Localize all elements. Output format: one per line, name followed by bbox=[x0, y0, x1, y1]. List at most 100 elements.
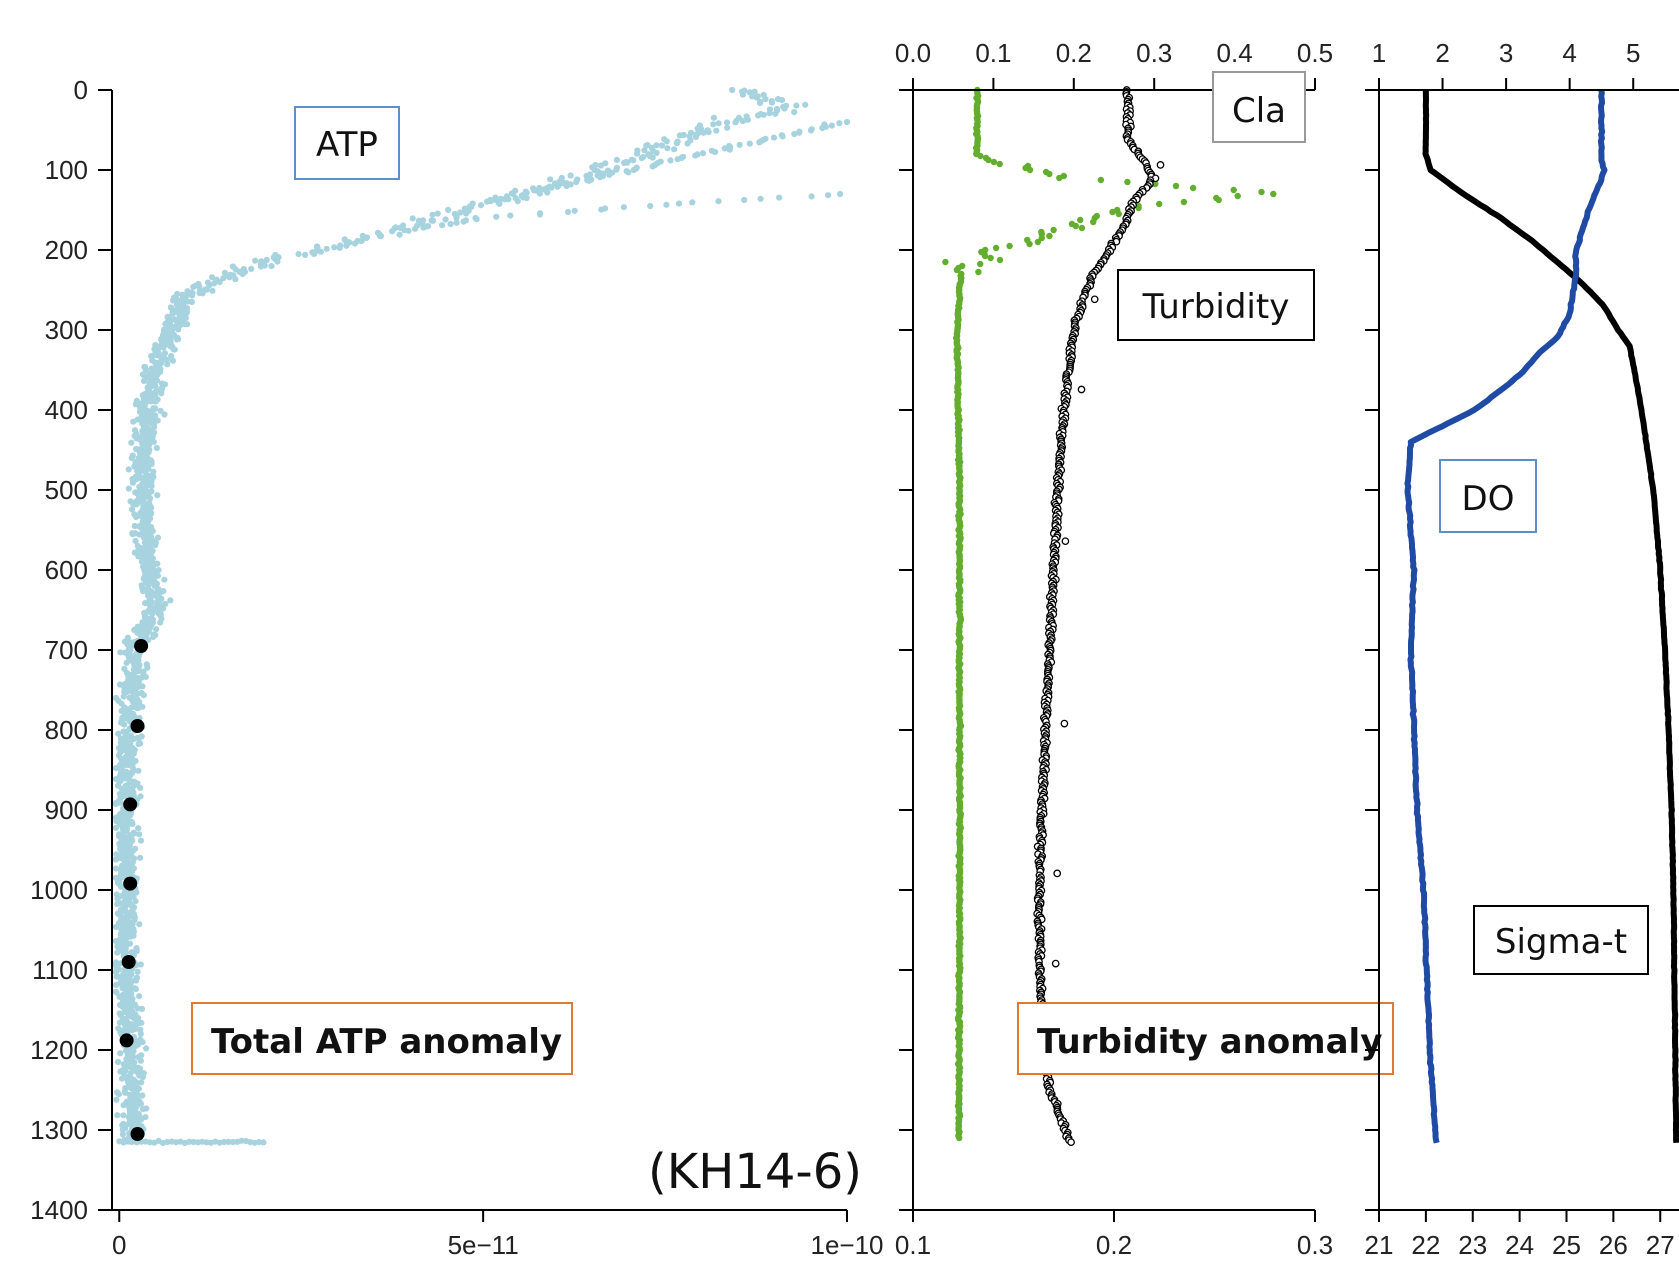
atp-point bbox=[151, 423, 158, 430]
y-tick-label: 200 bbox=[45, 235, 88, 265]
atp-point bbox=[653, 149, 660, 156]
atp-point bbox=[274, 258, 281, 265]
atp-point bbox=[713, 127, 720, 134]
atp-point bbox=[796, 129, 803, 136]
atp-point bbox=[462, 210, 470, 217]
do-panel-y-ticks bbox=[1365, 89, 1379, 1211]
atp-point bbox=[598, 206, 605, 213]
atp-point bbox=[311, 250, 318, 257]
atp-point bbox=[117, 649, 124, 656]
atp-point bbox=[664, 145, 671, 152]
atp-point bbox=[135, 825, 142, 832]
cla-point bbox=[1026, 166, 1034, 174]
atp-point bbox=[168, 352, 175, 360]
atp-point bbox=[445, 206, 452, 213]
atp-point bbox=[341, 236, 348, 243]
y-tick-label: 1200 bbox=[30, 1035, 88, 1065]
atp-point bbox=[439, 222, 446, 229]
atp-point bbox=[766, 110, 773, 117]
atp-point bbox=[732, 119, 739, 126]
atp-point bbox=[140, 378, 148, 385]
atp-point bbox=[117, 1050, 124, 1057]
atp-point bbox=[473, 216, 480, 223]
y-tick-label: 1400 bbox=[30, 1195, 88, 1225]
atp-point bbox=[152, 398, 159, 405]
atp-point bbox=[118, 1075, 126, 1082]
atp-point bbox=[120, 1102, 127, 1109]
atp-point bbox=[129, 820, 136, 828]
atp-point bbox=[120, 693, 127, 700]
atp-point bbox=[148, 488, 155, 495]
turbidity-point bbox=[1156, 161, 1165, 169]
atp-x-ticks: 0 5e−11 1e−10 bbox=[112, 1210, 884, 1260]
atp-point bbox=[630, 166, 637, 174]
atp-point bbox=[125, 1012, 132, 1019]
atp-point bbox=[536, 190, 544, 197]
atp-point bbox=[161, 576, 168, 583]
atp-point bbox=[153, 444, 160, 452]
atp-point bbox=[649, 154, 656, 161]
atp-point bbox=[128, 506, 136, 513]
atp-point bbox=[295, 251, 302, 258]
atp-anomaly-point bbox=[121, 955, 136, 969]
atp-point bbox=[613, 156, 621, 163]
cla-point bbox=[1050, 226, 1057, 234]
sigma-t-line bbox=[1422, 89, 1679, 1143]
atp-point bbox=[137, 961, 144, 968]
atp-point bbox=[137, 784, 144, 792]
atp-point bbox=[412, 225, 419, 232]
atp-point bbox=[492, 194, 499, 201]
atp-point bbox=[121, 1088, 128, 1095]
atp-point bbox=[120, 1112, 127, 1119]
atp-point bbox=[302, 251, 309, 258]
atp-point bbox=[238, 1137, 245, 1144]
atp-anomaly-label: Total ATP anomaly bbox=[211, 1022, 562, 1062]
x-tick-label: 5e−11 bbox=[448, 1230, 519, 1260]
do-label-box bbox=[1439, 459, 1537, 533]
atp-point bbox=[573, 178, 580, 186]
atp-point bbox=[137, 854, 144, 861]
atp-point bbox=[700, 129, 707, 136]
atp-point bbox=[173, 336, 181, 343]
atp-point bbox=[225, 1138, 232, 1145]
atp-point bbox=[114, 1089, 121, 1096]
atp-point bbox=[132, 537, 139, 545]
atp-point bbox=[112, 938, 120, 945]
atp-point bbox=[757, 99, 764, 107]
atp-point bbox=[115, 973, 122, 980]
do-line bbox=[1404, 89, 1608, 1144]
cla-point bbox=[1152, 180, 1159, 188]
atp-point bbox=[129, 921, 136, 928]
atp-point bbox=[125, 716, 132, 723]
turbidity-anomaly-label: Turbidity anomaly bbox=[1037, 1022, 1382, 1062]
atp-point bbox=[140, 588, 147, 595]
turbidity-point bbox=[1067, 1138, 1075, 1147]
atp-point bbox=[692, 152, 699, 159]
atp-point bbox=[715, 198, 722, 205]
atp-point bbox=[130, 418, 137, 425]
x-tick-label: 5 bbox=[1626, 38, 1640, 68]
x-tick-label: 26 bbox=[1599, 1230, 1628, 1260]
atp-point bbox=[519, 192, 526, 199]
atp-point bbox=[135, 767, 142, 774]
atp-point bbox=[161, 411, 168, 418]
atp-point bbox=[124, 1138, 132, 1145]
turbidity-point bbox=[1061, 537, 1070, 546]
atp-point bbox=[477, 202, 485, 209]
atp-panel: 0 100 200 300 400 500 600 700 800 900 1000 1100 1200… bbox=[30, 75, 883, 1260]
atp-point bbox=[836, 120, 843, 127]
atp-point bbox=[712, 148, 719, 156]
atp-point bbox=[150, 468, 157, 475]
atp-point bbox=[188, 292, 196, 299]
x-tick-label: 0.1 bbox=[895, 1230, 931, 1260]
atp-point bbox=[135, 705, 142, 712]
atp-point bbox=[825, 192, 832, 199]
do-line-layer bbox=[1404, 89, 1608, 1144]
cla-point bbox=[1230, 186, 1237, 194]
atp-point bbox=[252, 257, 259, 264]
atp-point bbox=[755, 112, 762, 119]
atp-point bbox=[531, 187, 538, 194]
turbidity-cla-panel: 0.0 0.1 0.2 0.3 0.4 0.5 0.1 0.2 0.3 Cla Turbidi… bbox=[895, 38, 1394, 1260]
atp-point bbox=[170, 297, 177, 304]
